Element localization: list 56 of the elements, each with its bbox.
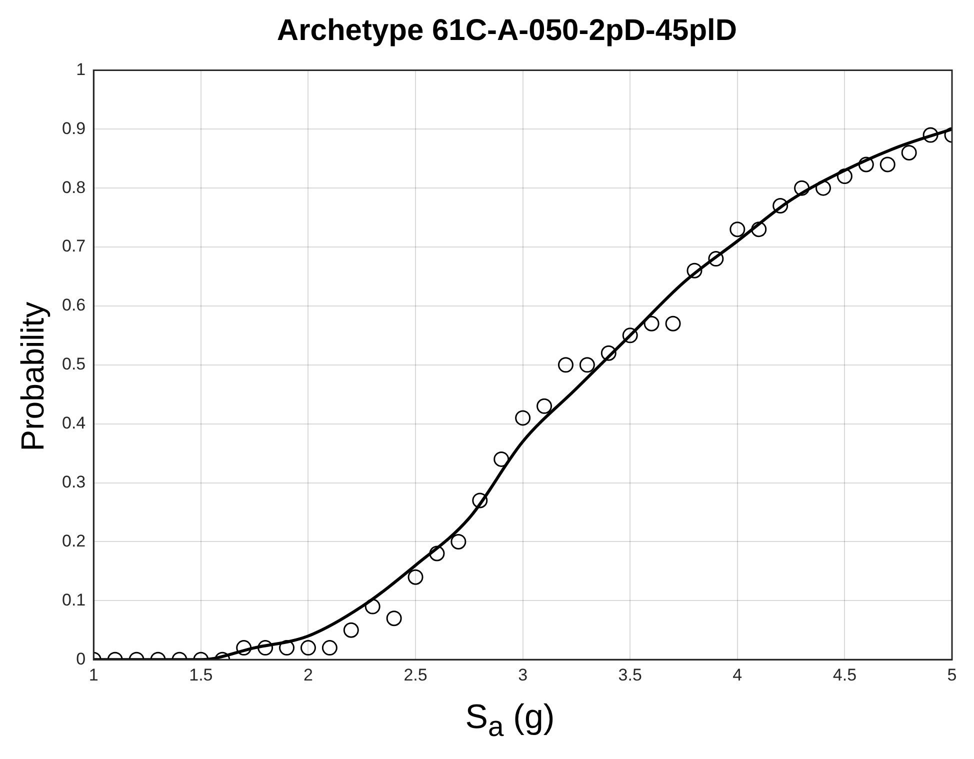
point [279,640,295,656]
point [751,222,767,238]
point [901,144,917,160]
y-tick-label: 0.7 [62,236,86,256]
point [258,640,274,656]
y-axis-title: Probability [14,302,52,452]
point [644,316,660,332]
point [836,168,852,184]
point [922,127,938,143]
point [536,398,552,414]
y-tick-label: 0.5 [62,354,86,374]
point [236,640,252,656]
y-tick-label: 0.9 [62,118,86,138]
x-tick-label: 4.5 [832,665,857,684]
y-tick-label: 0.3 [62,472,86,492]
x-tick-label: 2 [303,665,313,684]
point [665,316,681,332]
point [858,156,874,172]
point [300,640,316,656]
x-axis-title: S$_{a}$ (g) [464,698,556,744]
point [494,451,510,467]
point [322,640,338,656]
point [450,534,466,550]
point [386,610,402,626]
y-tick-label: 0.6 [62,296,86,315]
chart-title: Archetype 61C-A-050-2pD-45plD [276,14,738,48]
point [708,251,724,267]
x-tick-label: 2.5 [404,665,428,684]
x-tick-label: 1.5 [189,665,213,684]
point [364,598,380,614]
x-tick-label: 3 [518,665,528,684]
y-tick-label: 0.4 [62,414,86,433]
point [558,357,574,373]
x-tick-label: 4 [732,665,742,684]
y-tick-label: 0.1 [62,590,86,610]
point [515,410,531,426]
point [622,328,638,344]
y-tick-label: 1 [76,60,86,79]
x-tick-label: 5 [947,665,957,684]
point [686,262,702,278]
point [772,198,788,214]
point [579,357,595,373]
point [730,222,746,238]
x-tick-label: 3.5 [618,665,642,684]
x-tick-label: 1 [88,665,98,684]
point [600,345,616,361]
y-tick-label: 0.8 [62,178,86,197]
point [343,622,359,638]
point [815,180,831,196]
point [472,492,488,508]
y-tick-label: 0.2 [62,531,86,550]
point [794,180,810,196]
y-tick-label: 0 [76,649,86,668]
point [408,569,424,585]
point [880,156,896,172]
point [429,546,445,562]
